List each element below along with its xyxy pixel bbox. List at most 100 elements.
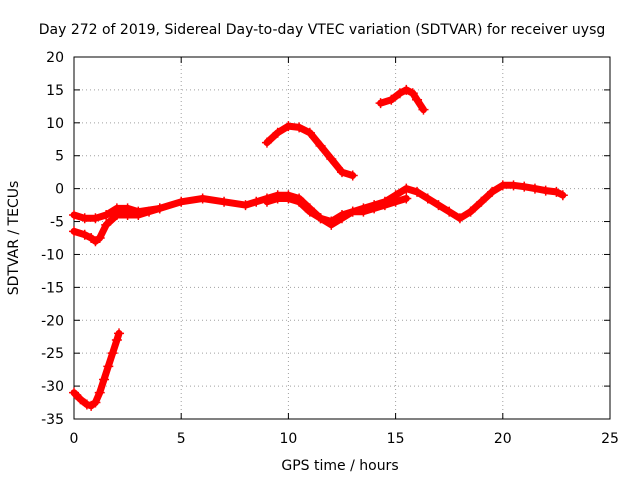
y-tick-label: 5 <box>55 149 64 165</box>
data-point-marker <box>326 219 337 230</box>
data-point-marker <box>379 200 390 211</box>
data-point-marker <box>261 196 272 207</box>
data-point-marker <box>283 193 294 204</box>
x-tick-label: 0 <box>70 431 79 447</box>
y-tick-label: 10 <box>46 116 64 132</box>
chart-title: Day 272 of 2019, Sidereal Day-to-day VTE… <box>39 22 606 38</box>
data-point-marker <box>337 167 347 178</box>
series-arc-high <box>375 84 429 115</box>
data-point-marker <box>401 183 412 194</box>
data-point-marker <box>240 200 251 211</box>
y-tick-label: -25 <box>41 346 64 362</box>
y-tick-label: -5 <box>50 215 64 231</box>
data-point-marker <box>261 137 272 148</box>
data-point-marker <box>433 200 444 211</box>
data-point-marker <box>69 387 79 398</box>
data-point-marker <box>251 196 262 207</box>
data-point-marker <box>79 229 90 240</box>
data-point-marker <box>69 226 79 237</box>
data-point-marker <box>407 88 418 99</box>
data-point-marker <box>444 206 455 217</box>
data-point-marker <box>401 84 412 95</box>
data-point-marker <box>75 394 86 405</box>
data-point-marker <box>401 193 412 204</box>
data-point-marker <box>337 213 347 224</box>
y-tick-label: -35 <box>41 412 64 428</box>
data-point-marker <box>347 206 358 217</box>
data-point-marker <box>99 374 110 385</box>
data-point-marker <box>454 213 465 224</box>
data-point-marker <box>347 170 358 181</box>
data-point-marker <box>315 213 326 224</box>
y-tick-labels: -35 -30 -25 -20 -15 -10 -5 0 5 10 15 20 <box>41 50 64 428</box>
data-point-marker <box>315 140 326 151</box>
data-point-marker <box>107 348 118 359</box>
x-tick-label: 15 <box>387 431 405 447</box>
data-point-marker <box>94 233 105 243</box>
data-point-marker <box>390 196 401 207</box>
data-point-marker <box>326 154 337 165</box>
data-point-marker <box>465 206 476 217</box>
data-point-marker <box>422 193 433 204</box>
y-tick-label: -15 <box>41 280 64 296</box>
data-point-marker <box>412 186 423 197</box>
data-point-marker <box>111 335 122 346</box>
data-point-marker <box>122 209 133 220</box>
data-point-marker <box>418 104 429 115</box>
data-point-marker <box>369 203 380 214</box>
data-point-marker <box>144 206 155 217</box>
data-point-marker <box>111 209 122 220</box>
data-point-marker <box>476 196 487 207</box>
data-point-marker <box>90 213 101 224</box>
data-point-marker <box>540 185 551 196</box>
series-arc-main-lower <box>69 203 165 247</box>
data-point-marker <box>304 206 315 217</box>
data-point-marker <box>133 209 144 220</box>
data-point-marker <box>81 399 92 410</box>
grid-lines <box>74 57 610 419</box>
x-tick-label: 25 <box>601 431 619 447</box>
data-point-marker <box>304 127 315 138</box>
data-point-marker <box>294 196 305 207</box>
x-axis-label: GPS time / hours <box>281 458 398 474</box>
y-tick-label: -10 <box>41 247 64 263</box>
x-tick-label: 5 <box>177 431 186 447</box>
y-axis-label: SDTVAR / TECUs <box>6 181 22 296</box>
data-point-marker <box>551 186 562 197</box>
y-tick-label: -30 <box>41 379 64 395</box>
data-point-marker <box>219 196 230 207</box>
data-point-marker <box>154 203 165 214</box>
y-tick-label: 0 <box>55 182 64 198</box>
x-tick-label: 10 <box>279 431 297 447</box>
data-point-marker <box>412 94 423 105</box>
y-tick-label: 15 <box>46 83 64 99</box>
data-point-marker <box>114 328 125 339</box>
data-point-marker <box>90 397 101 408</box>
data-point-marker <box>176 196 187 207</box>
y-tick-label: 20 <box>46 50 64 66</box>
plot-frame <box>73 56 611 420</box>
axis-ticks <box>73 56 611 420</box>
data-point-marker <box>101 219 112 230</box>
data-point-marker <box>94 387 105 398</box>
data-point-marker <box>101 209 112 220</box>
x-tick-label: 20 <box>494 431 512 447</box>
series-arc-low <box>69 328 125 411</box>
series-layer <box>69 84 568 411</box>
data-point-marker <box>272 127 283 138</box>
data-point-marker <box>529 183 540 194</box>
data-point-marker <box>375 98 386 109</box>
series-arc-mid <box>261 121 358 181</box>
x-tick-labels: 0 5 10 15 20 25 <box>70 431 619 447</box>
data-point-marker <box>508 180 519 191</box>
data-point-marker <box>497 180 508 191</box>
data-point-marker <box>294 122 305 133</box>
data-point-marker <box>197 193 208 204</box>
data-point-marker <box>103 361 114 372</box>
data-point-marker <box>69 209 79 220</box>
data-point-marker <box>557 190 568 201</box>
series-arc-mid-lower <box>261 193 412 230</box>
data-point-marker <box>272 193 283 204</box>
data-point-marker <box>358 206 369 217</box>
